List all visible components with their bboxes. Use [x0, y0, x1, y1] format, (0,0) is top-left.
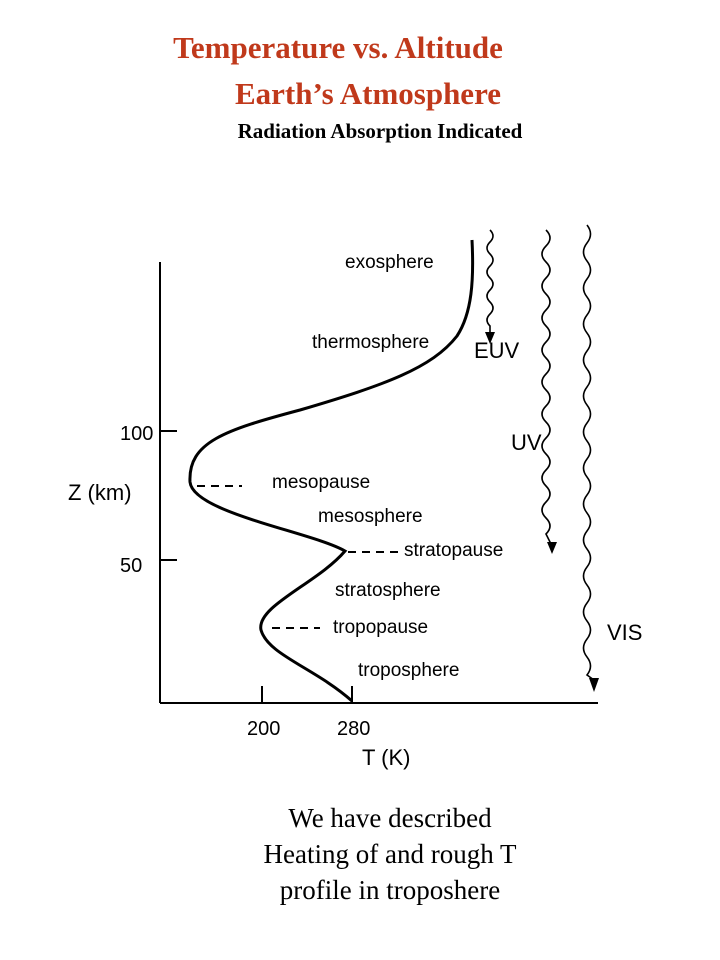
uv-wave-arrow [541, 229, 553, 547]
title-line-1: Temperature vs. Altitude [173, 30, 503, 65]
vis-wave-arrow [582, 224, 595, 681]
caption-line-3: profile in troposhere [279, 875, 501, 905]
stratosphere-label: stratosphere [335, 580, 441, 601]
euv-arrowhead [485, 332, 495, 344]
tropopause-label: tropopause [333, 617, 428, 638]
x-tick-label-280: 280 [337, 718, 370, 740]
y-tick-label-100: 100 [120, 423, 153, 445]
subtitle: Radiation Absorption Indicated [237, 119, 523, 143]
y-tick-label-50: 50 [120, 555, 142, 577]
vis-label: VIS [607, 620, 642, 645]
mesosphere-label: mesosphere [318, 506, 423, 527]
vis-arrowhead [589, 678, 599, 692]
caption: We have described Heating of and rough T… [30, 800, 720, 908]
caption-line-2: Heating of and rough T [263, 839, 517, 869]
troposphere-label: troposphere [358, 660, 459, 681]
exosphere-label: exosphere [345, 252, 434, 273]
temperature-profile-curve [188, 239, 475, 703]
mesopause-label: mesopause [272, 472, 370, 493]
euv-wave-arrow [486, 229, 494, 335]
euv-label: EUV [474, 338, 520, 363]
thermosphere-label: thermosphere [312, 332, 429, 353]
uv-arrowhead [547, 542, 557, 554]
title-line-2: Earth’s Atmosphere [234, 76, 502, 111]
caption-line-1: We have described [288, 803, 492, 833]
x-tick-label-200: 200 [247, 718, 280, 740]
x-axis-label: T (K) [362, 745, 410, 770]
y-axis-label: Z (km) [68, 480, 132, 505]
stratopause-label: stratopause [404, 540, 503, 561]
uv-label: UV [511, 430, 542, 455]
